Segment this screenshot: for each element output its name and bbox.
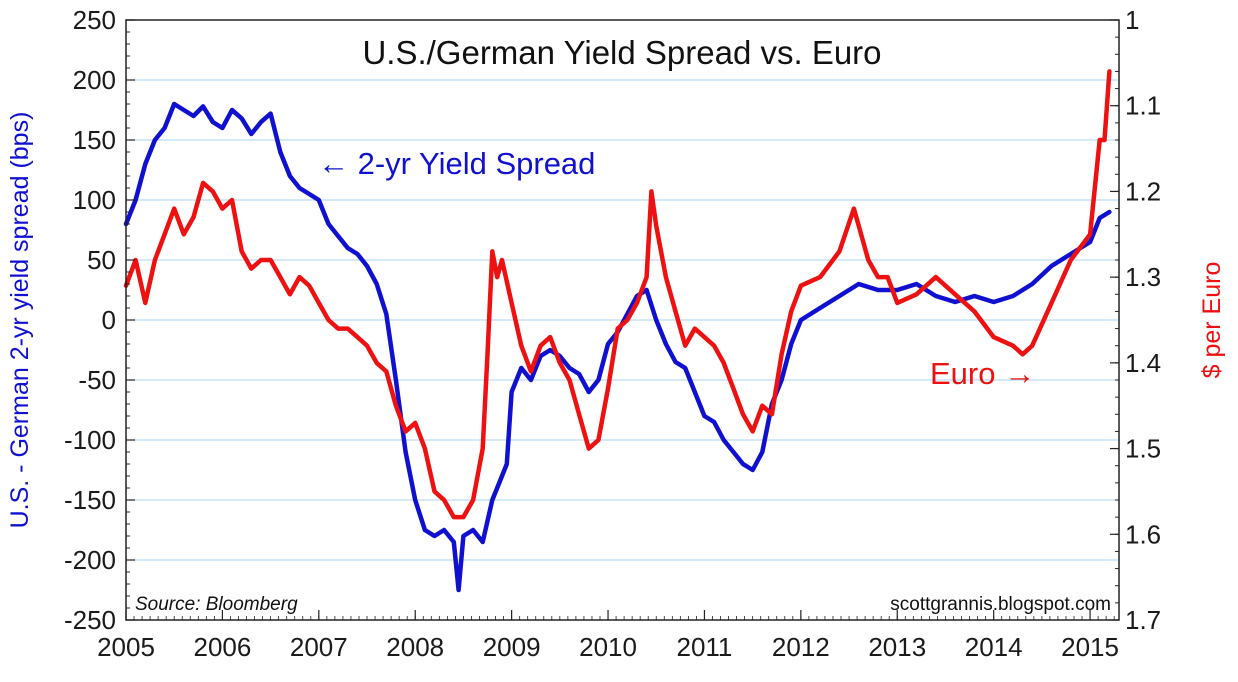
euro-annotation: Euro → [930,356,1035,391]
source-note: Source: Bloomberg [135,594,298,615]
right-tick-label: 1.3 [1125,262,1161,292]
left-tick-label: -150 [64,485,116,515]
series-layer [123,69,1112,593]
left-tick-label: 150 [73,125,116,155]
x-tick-label: 2015 [1061,632,1119,662]
x-tick-label: 2010 [579,632,637,662]
x-tick-label: 2007 [290,632,348,662]
left-tick-label: 250 [73,5,116,35]
ticks-layer: 250 200 150 100 50 0 -50 -100 -150 -200 -250 1 1.1 1.… [64,5,1161,662]
x-tick-label: 2014 [965,632,1023,662]
right-tick-label: 1.4 [1125,348,1161,378]
right-tick-label: 1.5 [1125,434,1161,464]
x-tick-label: 2005 [97,632,155,662]
right-tick-label: 1.6 [1125,519,1161,549]
credit-note: scottgrannis.blogspot.com [890,594,1111,615]
left-tick-label: 0 [102,305,116,335]
x-tick-label: 2013 [868,632,926,662]
right-tick-label: 1.2 [1125,176,1161,206]
left-tick-label: -50 [78,365,116,395]
right-tick-label: 1.1 [1125,91,1161,121]
spread-series-line [123,101,1112,593]
x-tick-label: 2009 [483,632,541,662]
left-tick-label: -100 [64,425,116,455]
chart-title: U.S./German Yield Spread vs. Euro [362,34,881,71]
right-axis-title: $ per Euro [1198,262,1226,379]
left-tick-label: 100 [73,185,116,215]
left-tick-label: 200 [73,65,116,95]
x-tick-label: 2006 [193,632,251,662]
left-tick-label: 50 [87,245,116,275]
left-tick-label: -200 [64,545,116,575]
spread-annotation: ← 2-yr Yield Spread [318,146,595,181]
euro-series-line [123,69,1112,520]
right-tick-label: 1.7 [1125,605,1161,635]
right-tick-label: 1 [1125,5,1139,35]
left-axis-title: U.S. - German 2-yr yield spread (bps) [6,112,34,529]
x-tick-label: 2012 [772,632,830,662]
left-tick-label: -250 [64,605,116,635]
x-tick-label: 2011 [676,632,732,662]
x-tick-label: 2008 [386,632,444,662]
